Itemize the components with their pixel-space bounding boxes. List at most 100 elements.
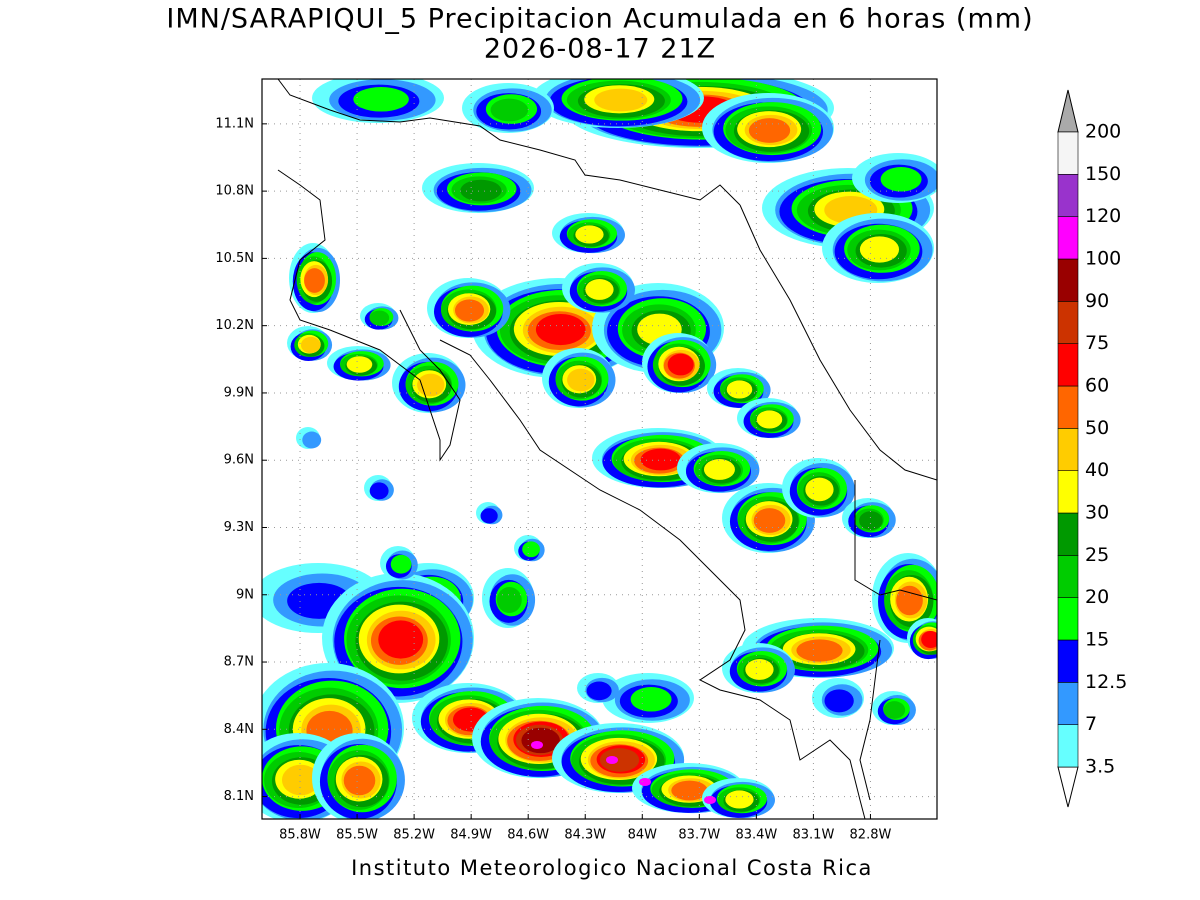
colorbar-label: 120 — [1085, 205, 1121, 227]
colorbar-box — [1057, 639, 1079, 683]
lon-tick-label: 84.6W — [507, 828, 549, 843]
plot-frame — [261, 78, 938, 820]
rain-area — [346, 356, 373, 373]
footer: Instituto Meteorologico Nacional Costa R… — [351, 856, 873, 880]
lat-tick-label: 8.7N — [224, 655, 254, 670]
colorbar-box — [1057, 131, 1079, 175]
rain-area — [300, 336, 321, 354]
colorbar-label: 15 — [1085, 629, 1109, 651]
lon-tick-label: 84.3W — [564, 828, 606, 843]
rain-area — [281, 764, 320, 796]
rain-area — [824, 689, 854, 713]
colorbar-box — [1057, 301, 1079, 344]
rain-area — [756, 410, 783, 429]
colorbar-box — [1057, 428, 1079, 471]
rain-peak — [639, 778, 651, 786]
lon-tick-label: 85.2W — [393, 828, 435, 843]
lat-tick-label: 11.1N — [215, 116, 254, 131]
lat-tick-label: 8.1N — [224, 789, 254, 804]
rain-area — [796, 639, 843, 662]
rain-area — [496, 587, 522, 613]
rain-area — [630, 687, 672, 712]
colorbar-label: 20 — [1085, 586, 1109, 608]
rain-area — [304, 268, 325, 293]
rain-peak — [704, 796, 716, 804]
colorbar-box — [1057, 597, 1079, 641]
lat-tick-label: 9.6N — [224, 453, 254, 468]
colorbar-box — [1057, 555, 1079, 598]
lon-tick-label: 83.4W — [735, 828, 777, 843]
colorbar-under — [1057, 766, 1079, 808]
rain-area — [748, 118, 791, 143]
rain-area — [859, 236, 900, 263]
rain-area — [369, 482, 389, 500]
rain-area — [480, 508, 498, 524]
lat-tick-label: 8.4N — [224, 722, 254, 737]
precipitation-field — [262, 79, 937, 819]
colorbar-label: 75 — [1085, 332, 1109, 354]
rain-area — [585, 279, 614, 300]
subtitle: 2026-08-17 21Z — [484, 34, 716, 65]
lat-tick-label: 9N — [236, 587, 254, 602]
colorbar-label: 25 — [1085, 544, 1109, 566]
lat-tick-label: 9.9N — [224, 385, 254, 400]
rain-area — [725, 790, 754, 809]
rain-area — [369, 310, 390, 326]
lon-tick-label: 84W — [628, 828, 658, 843]
colorbar-box — [1057, 512, 1079, 556]
rain-area — [667, 353, 694, 376]
rain-area — [640, 448, 681, 471]
rain-area — [460, 179, 502, 202]
colorbar-box — [1057, 258, 1079, 302]
rain-area — [390, 554, 412, 574]
lon-tick-label: 82.8W — [850, 828, 892, 843]
rain-peak — [531, 741, 543, 749]
colorbar-label: 200 — [1085, 121, 1121, 143]
colorbar-label: 50 — [1085, 417, 1109, 439]
rain-area — [567, 368, 595, 392]
rain-area — [599, 748, 640, 772]
colorbar-label: 7 — [1085, 713, 1097, 735]
rain-area — [302, 431, 322, 449]
rain-area — [454, 299, 485, 322]
colorbar-label: 100 — [1085, 248, 1121, 270]
rain-area — [805, 477, 834, 502]
rain-area — [586, 681, 612, 701]
colorbar-label: 12.5 — [1085, 671, 1127, 693]
lat-tick-label: 10.8N — [215, 184, 254, 199]
title: IMN/SARAPIQUI_5 Precipitacion Acumulada … — [166, 4, 1033, 35]
lon-tick-label: 84.9W — [450, 828, 492, 843]
lat-tick-label: 10.5N — [215, 251, 254, 266]
rain-area — [745, 659, 774, 680]
colorbar-label: 60 — [1085, 375, 1109, 397]
rain-area — [921, 631, 937, 649]
rain-area — [594, 88, 648, 112]
rain-area — [522, 541, 540, 558]
rain-area — [353, 87, 409, 112]
colorbar-box — [1057, 385, 1079, 429]
lon-tick-label: 83.1W — [793, 828, 835, 843]
colorbar-label: 150 — [1085, 163, 1121, 185]
lat-tick-label: 9.3N — [224, 520, 254, 535]
colorbar-over — [1057, 89, 1079, 133]
lon-tick-label: 85.5W — [336, 828, 378, 843]
lat-tick-label: 10.2N — [215, 318, 254, 333]
rain-area — [535, 313, 586, 346]
lon-tick-label: 85.8W — [279, 828, 321, 843]
rain-area — [490, 98, 529, 122]
rain-area — [343, 765, 376, 796]
colorbar-box — [1057, 343, 1079, 387]
colorbar-label: 40 — [1085, 459, 1109, 481]
colorbar-box — [1057, 724, 1079, 768]
colorbar-box — [1057, 470, 1079, 514]
rain-area — [521, 727, 560, 754]
colorbar-box — [1057, 216, 1079, 260]
colorbar-label: 90 — [1085, 290, 1109, 312]
rain-area — [859, 511, 883, 530]
rain-area — [575, 225, 604, 244]
rain-area — [880, 167, 922, 192]
rain-area — [753, 508, 786, 533]
colorbar-label: 3.5 — [1085, 756, 1115, 778]
grid: 11.1N 10.8N 10.5N 10.2N 9.9N 9.6N 9.3N 9N 8.7N 8.… — [215, 79, 937, 843]
